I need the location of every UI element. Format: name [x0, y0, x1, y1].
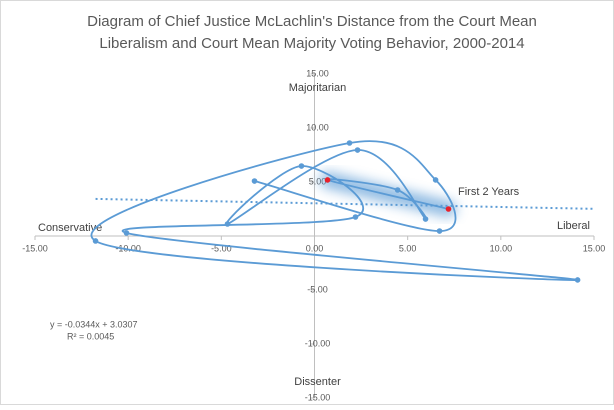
- point: [123, 230, 130, 236]
- trendline: [95, 197, 595, 210]
- annotation: First 2 Years: [458, 186, 520, 198]
- point: [432, 177, 439, 183]
- point: [354, 147, 361, 153]
- x-tick-label: 10.00: [490, 243, 513, 253]
- annotation: Majoritarian: [289, 82, 346, 94]
- y-tick-label: 15.00: [306, 68, 329, 78]
- point: [224, 221, 231, 227]
- trendline-equation: y = -0.0344x + 3.0307: [50, 319, 138, 329]
- point: [574, 277, 581, 283]
- point: [298, 163, 305, 169]
- annotation: Dissenter: [294, 376, 341, 388]
- trendline-r2: R² = 0.0045: [67, 331, 114, 341]
- y-tick-label: -10.00: [305, 338, 331, 348]
- point: [422, 216, 429, 222]
- y-tick-label: -15.00: [305, 392, 331, 402]
- point: [445, 206, 452, 212]
- y-tick-label: 10.00: [306, 122, 329, 132]
- point: [324, 177, 331, 183]
- x-tick-label: -10.00: [115, 243, 141, 253]
- y-tick-label: -5.00: [307, 284, 328, 294]
- point: [352, 214, 359, 220]
- point: [251, 178, 258, 184]
- x-tick-label: -15.00: [22, 243, 48, 253]
- x-tick-label: -5.00: [211, 243, 232, 253]
- annotation: Conservative: [38, 222, 102, 234]
- point: [394, 187, 401, 193]
- x-tick-label: 5.00: [399, 243, 417, 253]
- chart-title: Liberalism and Court Mean Majority Votin…: [99, 35, 524, 52]
- point: [346, 140, 353, 146]
- annotation: Liberal: [557, 220, 590, 232]
- point: [92, 238, 99, 244]
- chart-title: Diagram of Chief Justice McLachlin's Dis…: [87, 13, 537, 30]
- point: [436, 228, 443, 234]
- x-tick-label: 15.00: [583, 243, 606, 253]
- y-tick-label: 5.00: [309, 176, 327, 186]
- x-tick-label: 0.00: [306, 243, 324, 253]
